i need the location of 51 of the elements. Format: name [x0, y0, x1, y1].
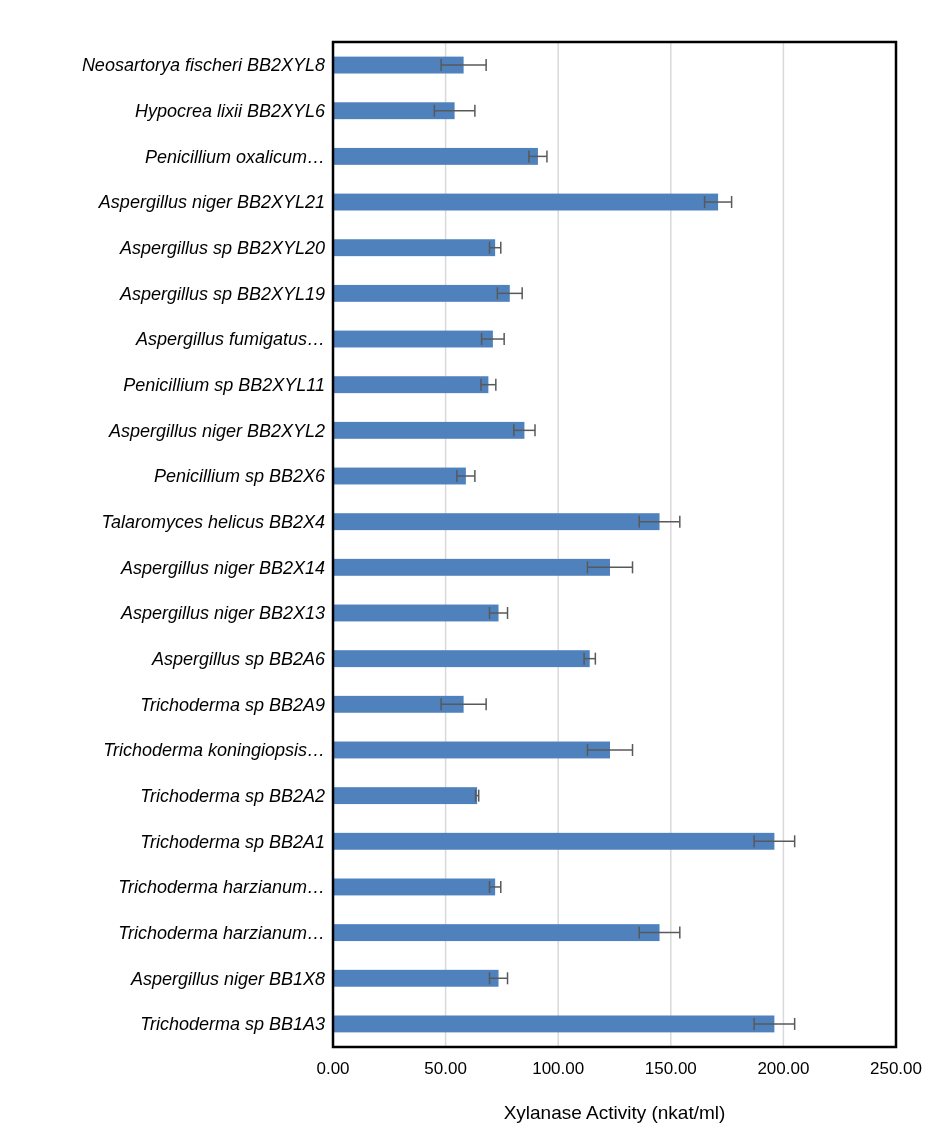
y-tick-label: Trichoderma sp BB1A3: [140, 1014, 325, 1035]
x-axis-title: Xylanase Activity (nkat/ml): [503, 1102, 726, 1123]
bar: [333, 102, 455, 120]
y-tick-label: Trichoderma sp BB2A9: [140, 694, 325, 715]
bar: [333, 650, 590, 668]
bar: [333, 558, 610, 576]
y-tick-label: Penicillium sp BB2X6: [153, 466, 326, 487]
bar: [333, 832, 775, 850]
x-tick-label: 250.00: [870, 1059, 922, 1078]
bar: [333, 878, 496, 896]
y-tick-label: Aspergillus niger BB2XYL2: [107, 420, 325, 441]
bar: [333, 467, 466, 485]
x-tick-label: 50.00: [424, 1059, 467, 1078]
bar: [333, 193, 719, 211]
bar: [333, 604, 499, 622]
y-tick-label: Trichoderma sp BB2A2: [140, 785, 325, 806]
y-tick-label: Aspergillus sp BB2XYL20: [118, 238, 325, 258]
bar: [333, 239, 496, 257]
x-tick-label: 150.00: [644, 1059, 697, 1078]
bar: [333, 421, 525, 439]
y-tick-label: Trichoderma harzianum…: [118, 922, 325, 943]
y-tick-label: Hypocrea lixii BB2XYL6: [134, 101, 326, 122]
x-tick-label: 100.00: [532, 1059, 585, 1078]
bar: [333, 376, 489, 394]
bar: [333, 56, 464, 74]
y-tick-label: Penicillium oxalicum…: [144, 146, 325, 167]
y-tick-label: Aspergillus sp BB2A6: [150, 648, 326, 669]
bar: [333, 1015, 775, 1033]
y-tick-label: Trichoderma sp BB2A1: [140, 831, 325, 852]
y-tick-label: Aspergillus sp BB2XYL19: [118, 283, 325, 304]
y-tick-label: Aspergillus niger BB2X13: [119, 603, 325, 624]
y-tick-label: Aspergillus niger BB2XYL21: [97, 192, 325, 213]
bar: [333, 330, 493, 348]
bar: [333, 695, 464, 713]
x-tick-label: 0.00: [316, 1059, 350, 1078]
bar: [333, 969, 499, 987]
x-tick-label: 200.00: [757, 1059, 810, 1078]
bar: [333, 741, 610, 759]
y-tick-label: Aspergillus fumigatus…: [134, 329, 325, 350]
y-tick-label: Neosartorya fischeri BB2XYL8: [81, 55, 325, 76]
bar: [333, 513, 660, 531]
y-tick-label: Aspergillus niger BB2X14: [119, 557, 325, 578]
bar: [333, 284, 510, 302]
bar: [333, 787, 478, 805]
y-tick-label: Talaromyces helicus BB2X4: [101, 511, 325, 532]
y-tick-label: Penicillium sp BB2XYL11: [123, 374, 325, 395]
y-tick-label: Trichoderma harzianum…: [118, 877, 325, 898]
bar: [333, 924, 660, 942]
bar: [333, 147, 538, 165]
y-tick-label: Trichoderma koningiopsis…: [103, 740, 325, 761]
y-tick-label: Aspergillus niger BB1X8: [129, 968, 325, 989]
